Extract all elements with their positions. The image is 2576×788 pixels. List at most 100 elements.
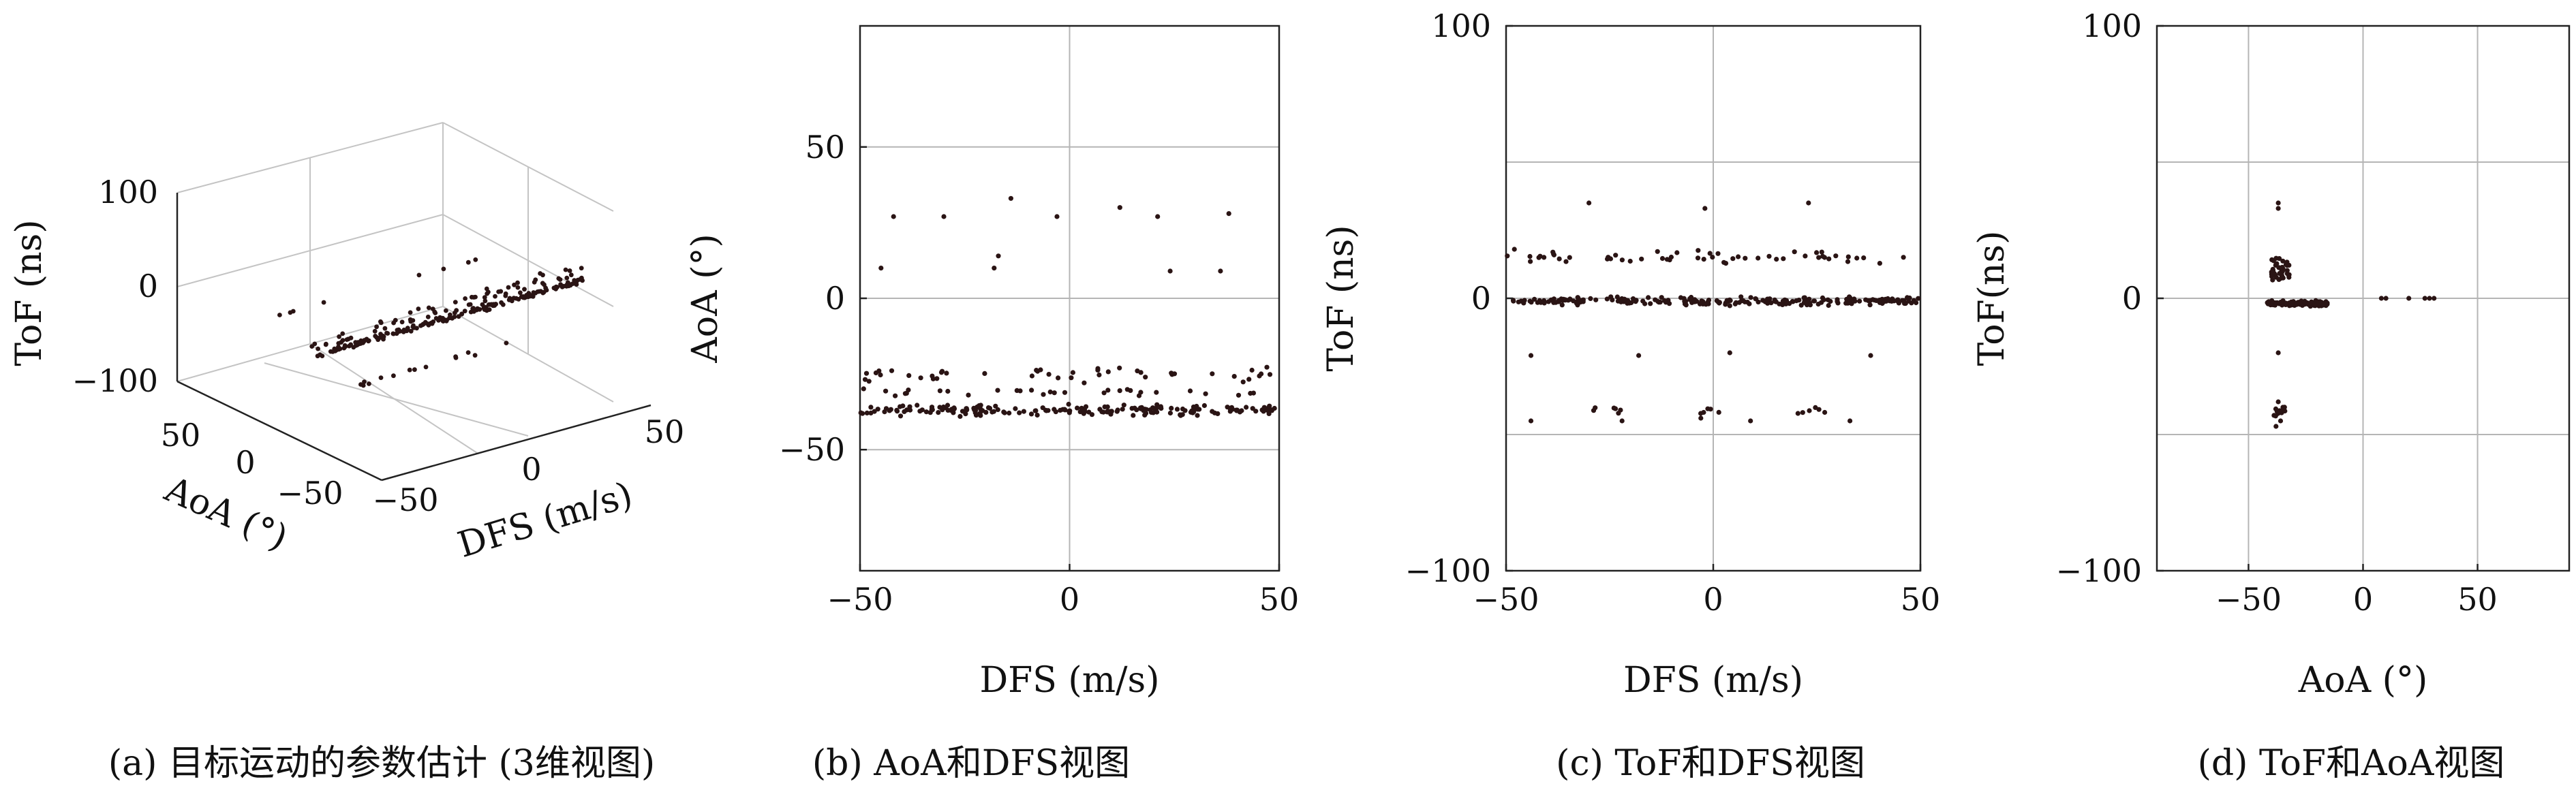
data-point xyxy=(1101,390,1107,396)
data-point xyxy=(1034,368,1039,373)
data-point xyxy=(1625,300,1630,306)
data-point xyxy=(374,324,379,330)
data-point xyxy=(1701,409,1706,415)
panel-c-points xyxy=(1505,200,1921,424)
data-point xyxy=(1700,299,1706,304)
data-point xyxy=(1527,253,1533,259)
data-point xyxy=(872,409,877,414)
data-point xyxy=(1619,418,1625,424)
data-point xyxy=(336,341,341,346)
data-point xyxy=(992,266,997,271)
data-point xyxy=(863,371,870,376)
y-tick-label: 0 xyxy=(825,280,845,317)
data-point xyxy=(477,306,482,312)
data-point xyxy=(1710,255,1715,260)
x-tick-label: −50 xyxy=(1473,581,1539,618)
data-point xyxy=(1659,295,1664,300)
data-point xyxy=(1529,300,1534,305)
data-point xyxy=(1253,409,1259,414)
data-point xyxy=(1766,253,1772,259)
data-point xyxy=(878,372,883,378)
y-axis-label: AoA (°) xyxy=(158,469,293,558)
caption-c: (c) ToF和DFS视图 xyxy=(1556,743,1865,784)
data-point xyxy=(401,330,406,334)
x-tick-label: 50 xyxy=(1901,581,1941,618)
data-point xyxy=(1753,296,1759,302)
data-point xyxy=(1871,298,1877,303)
data-point xyxy=(1682,301,1688,306)
data-point xyxy=(1261,405,1267,410)
data-point xyxy=(934,376,940,381)
data-point xyxy=(1865,298,1871,303)
data-point xyxy=(424,321,429,326)
data-point xyxy=(1563,297,1568,302)
x-tick-label: −50 xyxy=(372,482,438,518)
data-point xyxy=(1618,407,1623,413)
data-point xyxy=(531,290,536,295)
data-point xyxy=(1593,405,1598,411)
data-point xyxy=(541,289,547,295)
data-point xyxy=(2406,296,2412,301)
data-point xyxy=(995,407,1000,413)
data-point xyxy=(1822,409,1828,415)
data-point xyxy=(982,371,987,377)
data-point xyxy=(312,341,318,347)
data-point xyxy=(1142,412,1148,418)
data-point xyxy=(344,337,350,342)
data-point xyxy=(558,282,563,287)
data-point xyxy=(2275,399,2281,405)
data-point xyxy=(945,407,951,413)
data-point xyxy=(1733,300,1738,305)
data-point xyxy=(1833,253,1839,259)
data-point xyxy=(506,285,511,290)
data-point xyxy=(1182,408,1188,413)
data-point xyxy=(889,368,895,373)
x-tick-label: 0 xyxy=(2353,581,2373,618)
data-point xyxy=(1780,302,1785,307)
data-point xyxy=(2383,296,2389,301)
data-point xyxy=(1062,390,1068,395)
data-point xyxy=(407,367,412,373)
y-tick-label: −50 xyxy=(779,431,845,468)
data-point xyxy=(1861,255,1867,261)
panel-d-grid xyxy=(2157,26,2569,571)
data-point xyxy=(1845,254,1851,259)
data-point xyxy=(1814,250,1820,255)
data-point xyxy=(1627,258,1633,264)
data-point xyxy=(465,350,471,355)
data-point xyxy=(900,403,906,409)
data-point xyxy=(1588,296,1593,301)
data-point xyxy=(990,409,995,415)
data-point xyxy=(945,388,951,394)
data-point xyxy=(1234,408,1240,413)
data-point xyxy=(1736,254,1741,259)
data-point xyxy=(1067,408,1073,413)
panel-d-y-axis-label: ToF(ns) xyxy=(1972,231,2012,366)
data-point xyxy=(521,294,525,299)
x-axis-label: DFS (m/s) xyxy=(453,474,637,566)
data-point xyxy=(1701,257,1706,262)
panel-d-ticks: −50 0 50 −100 0 100 xyxy=(2056,7,2498,618)
data-point xyxy=(1154,402,1160,407)
data-point xyxy=(1532,296,1537,302)
data-point xyxy=(391,320,396,326)
data-point xyxy=(1138,390,1144,395)
data-point xyxy=(882,409,887,415)
data-point xyxy=(2275,200,2281,206)
data-point xyxy=(2275,350,2281,356)
data-point xyxy=(473,257,478,262)
data-point xyxy=(1054,214,1060,219)
data-point xyxy=(1748,418,1753,424)
data-point xyxy=(361,340,365,345)
data-point xyxy=(453,354,458,360)
z-tick-label: −100 xyxy=(72,362,158,399)
data-point xyxy=(416,306,421,311)
data-point xyxy=(1021,409,1026,414)
data-point xyxy=(459,311,464,317)
data-point xyxy=(1248,390,1253,396)
data-point xyxy=(918,375,923,381)
panel-b-x-axis-label: DFS (m/s) xyxy=(979,660,1159,701)
data-point xyxy=(472,353,478,358)
data-point xyxy=(1755,255,1761,261)
x-tick-label: 50 xyxy=(2457,581,2498,618)
